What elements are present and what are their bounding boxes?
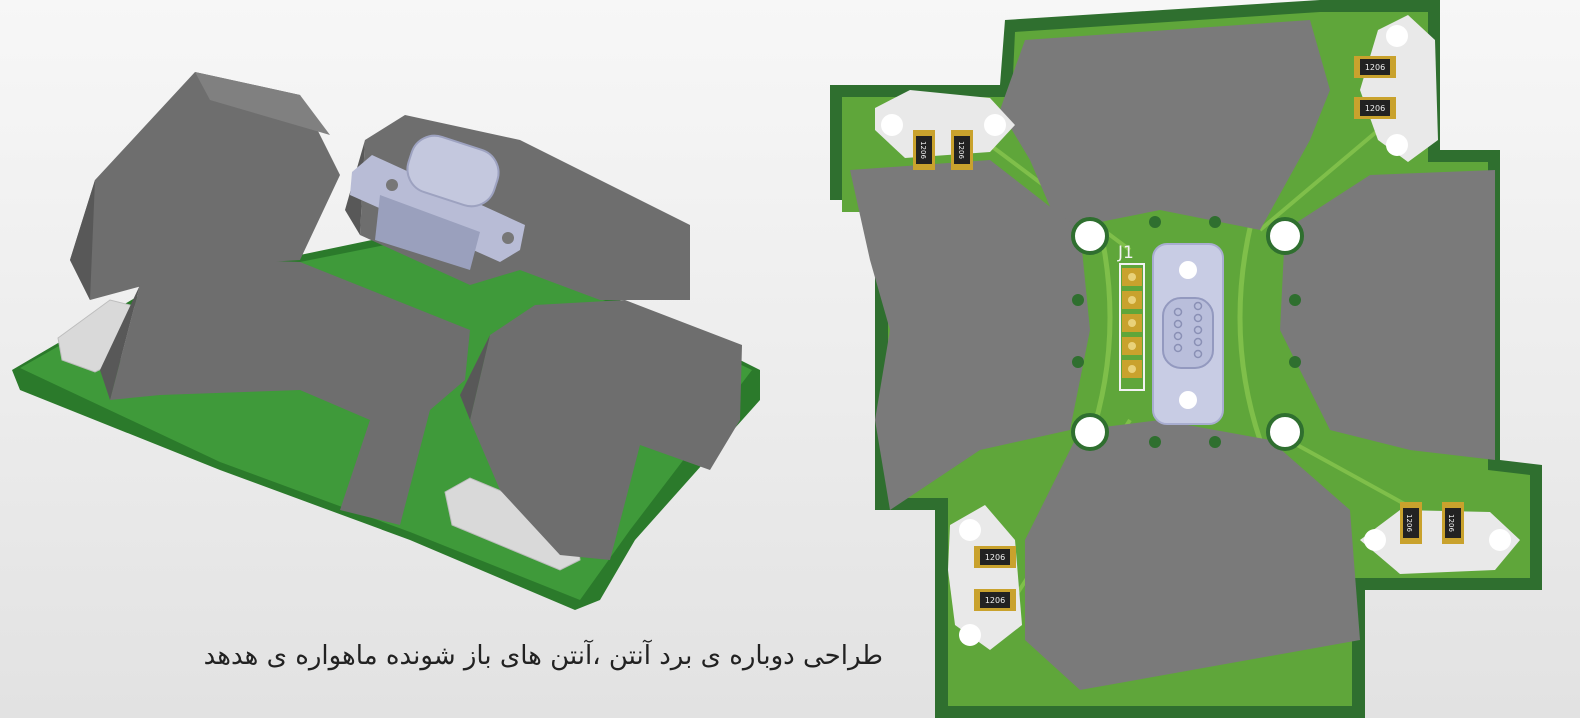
board-2d-hole-br bbox=[1266, 413, 1304, 451]
board-2d-layout: 1206 1206 1206 1206 1206 1206 bbox=[830, 0, 1542, 718]
resistor-r1: 1206 bbox=[913, 130, 935, 170]
resistor-r5: 1206 bbox=[974, 546, 1016, 568]
svg-text:1206: 1206 bbox=[985, 596, 1005, 605]
board-2d-mount-top-left bbox=[875, 90, 1015, 158]
resistor-r6: 1206 bbox=[974, 589, 1016, 611]
board-2d-hole-bl bbox=[1071, 413, 1109, 451]
caption: طراحی دوباره ی برد آنتن ،آنتن های باز شو… bbox=[203, 641, 883, 671]
svg-text:1206: 1206 bbox=[985, 553, 1005, 562]
j1-designator: J1 bbox=[1117, 243, 1134, 263]
svg-text:1206: 1206 bbox=[957, 141, 965, 159]
svg-text:1206: 1206 bbox=[1365, 63, 1385, 72]
resistor-r4: 1206 bbox=[1354, 97, 1396, 119]
board-2d-mount-bottom-left bbox=[948, 505, 1022, 650]
resistor-r8: 1206 bbox=[1442, 502, 1464, 544]
board-2d-hole-tl bbox=[1071, 217, 1109, 255]
svg-text:1206: 1206 bbox=[1365, 104, 1385, 113]
board-2d-panel-top bbox=[1000, 20, 1330, 230]
board-2d-mount-top-right bbox=[1360, 15, 1438, 162]
j1-pins bbox=[1122, 268, 1142, 378]
board-3d-connector-shell bbox=[406, 134, 500, 208]
board-3d-panel-bottom-left bbox=[110, 258, 470, 525]
j1-header bbox=[1119, 263, 1145, 391]
svg-text:1206: 1206 bbox=[1447, 514, 1455, 532]
board-3d-panel-top-left bbox=[70, 72, 340, 300]
board-2d-panel-right bbox=[1280, 170, 1495, 460]
resistor-r2: 1206 bbox=[951, 130, 973, 170]
resistor-r3: 1206 bbox=[1354, 56, 1396, 78]
dsub-pins bbox=[1173, 301, 1203, 359]
board-2d-hole-tr bbox=[1266, 217, 1304, 255]
board-2d-panel-left bbox=[850, 160, 1090, 510]
board-3d-clip-bottom bbox=[444, 477, 581, 571]
board-3d-render bbox=[12, 72, 760, 610]
board-3d-panel-bottom-right bbox=[470, 300, 742, 560]
svg-text:1206: 1206 bbox=[919, 141, 927, 159]
board-2d-panel-bottom bbox=[1025, 420, 1360, 690]
resistor-r7: 1206 bbox=[1400, 502, 1422, 544]
svg-text:1206: 1206 bbox=[1405, 514, 1413, 532]
